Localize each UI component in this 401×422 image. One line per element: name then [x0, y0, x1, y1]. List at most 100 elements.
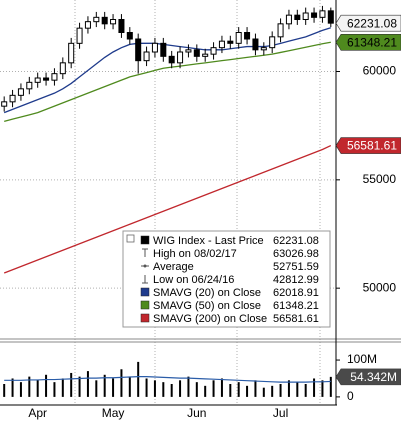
x-tick-label: Jun	[187, 406, 206, 420]
axis-tag: 56581.61	[335, 137, 401, 154]
legend-label: Average	[153, 261, 194, 273]
candle-body	[118, 19, 125, 33]
axis-tag-box	[335, 33, 401, 51]
volume-bar	[313, 378, 316, 397]
y-tick-label: 0	[347, 389, 354, 403]
volume-bar	[296, 382, 299, 397]
volume-bar	[137, 361, 140, 397]
volume-bar	[53, 382, 56, 397]
axis-tag-box	[335, 368, 401, 386]
volume-bar	[78, 376, 81, 397]
legend-value: 42812.99	[273, 274, 319, 286]
candle-body	[193, 49, 200, 57]
volume-bar	[61, 378, 64, 397]
volume-bar	[179, 380, 182, 397]
legend-swatch	[140, 300, 150, 310]
candle-body	[34, 77, 41, 83]
volume-bar	[195, 382, 198, 397]
volume-bar	[45, 374, 48, 397]
volume-bar	[321, 380, 324, 397]
volume-bar	[279, 384, 282, 397]
legend-label: SMAVG (20) on Close	[153, 287, 261, 299]
legend-label: High on 08/02/17	[153, 248, 237, 260]
x-tick-label: Jul	[273, 406, 288, 420]
candle-body	[294, 14, 301, 21]
volume-bar	[128, 376, 131, 397]
legend-label: Low on 06/24/16	[153, 274, 234, 286]
candle-body	[285, 14, 292, 25]
volume-bar	[145, 378, 148, 397]
volume-bar	[120, 369, 123, 397]
legend-collapse	[126, 234, 135, 243]
candle-body	[235, 32, 242, 44]
candle-body	[218, 40, 225, 49]
candle-body	[202, 53, 209, 57]
legend-label: SMAVG (200) on Close	[153, 313, 267, 325]
volume-bar	[36, 380, 39, 397]
volume-bar	[262, 387, 265, 397]
candle-body	[9, 94, 16, 103]
candle-body	[277, 23, 284, 38]
candle-body	[17, 88, 24, 96]
moving-average-line	[3, 27, 332, 114]
candle-body	[101, 16, 108, 25]
y-tick-label: 60000	[363, 64, 397, 78]
candle-body	[177, 51, 184, 64]
volume-bar	[11, 378, 14, 397]
axis-tag-label: 56581.61	[347, 139, 397, 153]
legend-box	[122, 230, 331, 328]
volume-average-line	[4, 376, 331, 383]
volume-bar	[237, 382, 240, 397]
axis-tag-label: 54.342M	[350, 370, 397, 384]
candle-body	[227, 40, 234, 44]
volume-bar	[112, 378, 115, 397]
candle-body	[269, 36, 276, 49]
legend-swatch	[140, 313, 150, 323]
moving-average-line	[4, 41, 331, 122]
legend-icon	[143, 264, 147, 268]
x-tick-label: Apr	[28, 406, 47, 420]
legend-value: 56581.61	[273, 313, 319, 325]
candle-body	[43, 77, 50, 81]
candle-body	[160, 42, 167, 57]
legend-value: 63026.98	[273, 248, 319, 260]
legend-label: WIG Index - Last Price	[153, 235, 264, 247]
volume-bar	[28, 376, 31, 397]
volume-bar	[103, 374, 106, 397]
axis-tag-label: 61348.21	[347, 35, 397, 49]
candle-body	[126, 32, 133, 40]
volume-bar	[153, 380, 156, 397]
legend-value: 62018.91	[273, 287, 319, 299]
x-tick-label: May	[102, 406, 125, 420]
candle-body	[260, 47, 267, 51]
candle-body	[84, 21, 91, 29]
candle-body	[302, 12, 309, 20]
volume-bar	[304, 384, 307, 397]
legend-value: 52751.59	[273, 261, 319, 273]
candle-body	[93, 16, 100, 23]
legend-label: SMAVG (50) on Close	[153, 300, 261, 312]
volume-bar	[19, 382, 22, 397]
volume-bar	[271, 385, 274, 397]
volume-bar	[287, 380, 290, 397]
legend-swatch	[140, 235, 150, 245]
candle-body	[143, 51, 150, 62]
candle-body	[252, 38, 259, 51]
volume-bar	[246, 385, 249, 397]
axis-tag: 62231.08	[335, 14, 401, 32]
volume-bar	[229, 384, 232, 397]
candle-body	[59, 62, 66, 75]
candle-body	[185, 49, 192, 53]
candle-body	[26, 81, 33, 90]
candle-body	[311, 12, 318, 18]
candle-body	[319, 10, 326, 18]
legend-value: 61348.21	[273, 300, 319, 312]
axis-tag-box	[335, 137, 401, 154]
volume-bar	[95, 380, 98, 397]
volume-bar	[162, 382, 165, 397]
volume-bar	[70, 372, 73, 397]
legend-value: 62231.08	[273, 235, 319, 247]
